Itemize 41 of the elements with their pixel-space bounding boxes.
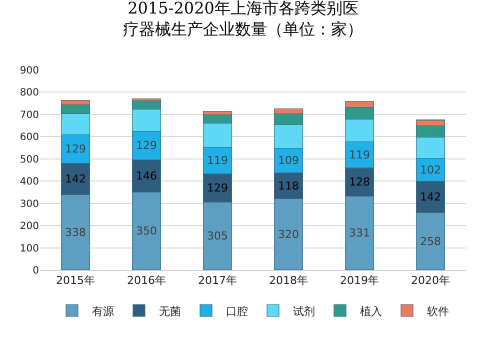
data-label: 129 — [65, 142, 86, 156]
data-label: 109 — [278, 154, 299, 168]
x-tick-label: 2017年 — [198, 274, 237, 288]
legend-label: 无菌 — [159, 304, 181, 318]
y-tick-label: 200 — [20, 221, 39, 232]
y-tick-label: 600 — [20, 132, 39, 144]
y-tick-label: 300 — [20, 198, 39, 210]
data-label: 338 — [65, 226, 86, 239]
y-tick-label: 100 — [20, 243, 39, 254]
y-tick-label: 700 — [20, 110, 39, 121]
data-label: 129 — [207, 181, 228, 194]
x-tick-label: 2015年 — [56, 274, 95, 288]
data-label: 350 — [136, 224, 157, 238]
data-label: 258 — [420, 234, 441, 248]
legend-label: 植入 — [360, 304, 382, 318]
x-tick-label: 2020年 — [411, 274, 450, 288]
y-tick-label: 800 — [20, 88, 39, 99]
legend-label: 口腔 — [226, 304, 248, 318]
chart-title: 2015-2020年上海市各跨类别医疗器械生产企业数量（单位：家） — [123, 0, 363, 38]
data-label: 119 — [349, 148, 370, 162]
y-tick-label: 0 — [32, 266, 39, 276]
y-tick-label: 500 — [20, 154, 39, 166]
data-label: 128 — [349, 176, 370, 189]
data-label: 320 — [278, 228, 299, 241]
x-tick-label: 2018年 — [269, 274, 308, 288]
legend-label: 试剂 — [293, 304, 315, 318]
data-label: 118 — [278, 179, 299, 192]
legend-label: 软件 — [427, 304, 449, 318]
x-tick-label: 2019年 — [340, 274, 379, 288]
data-label: 146 — [136, 170, 157, 182]
data-label: 142 — [65, 172, 86, 186]
data-label: 142 — [420, 190, 441, 204]
data-label: 305 — [207, 230, 228, 243]
data-label: 102 — [420, 163, 441, 176]
y-tick-label: 900 — [20, 66, 39, 76]
data-label: 331 — [349, 226, 370, 240]
legend-label: 有源 — [92, 304, 114, 318]
data-label: 129 — [136, 138, 157, 152]
y-tick-label: 400 — [20, 176, 39, 188]
data-label: 119 — [207, 154, 228, 167]
x-tick-label: 2016年 — [127, 274, 166, 288]
